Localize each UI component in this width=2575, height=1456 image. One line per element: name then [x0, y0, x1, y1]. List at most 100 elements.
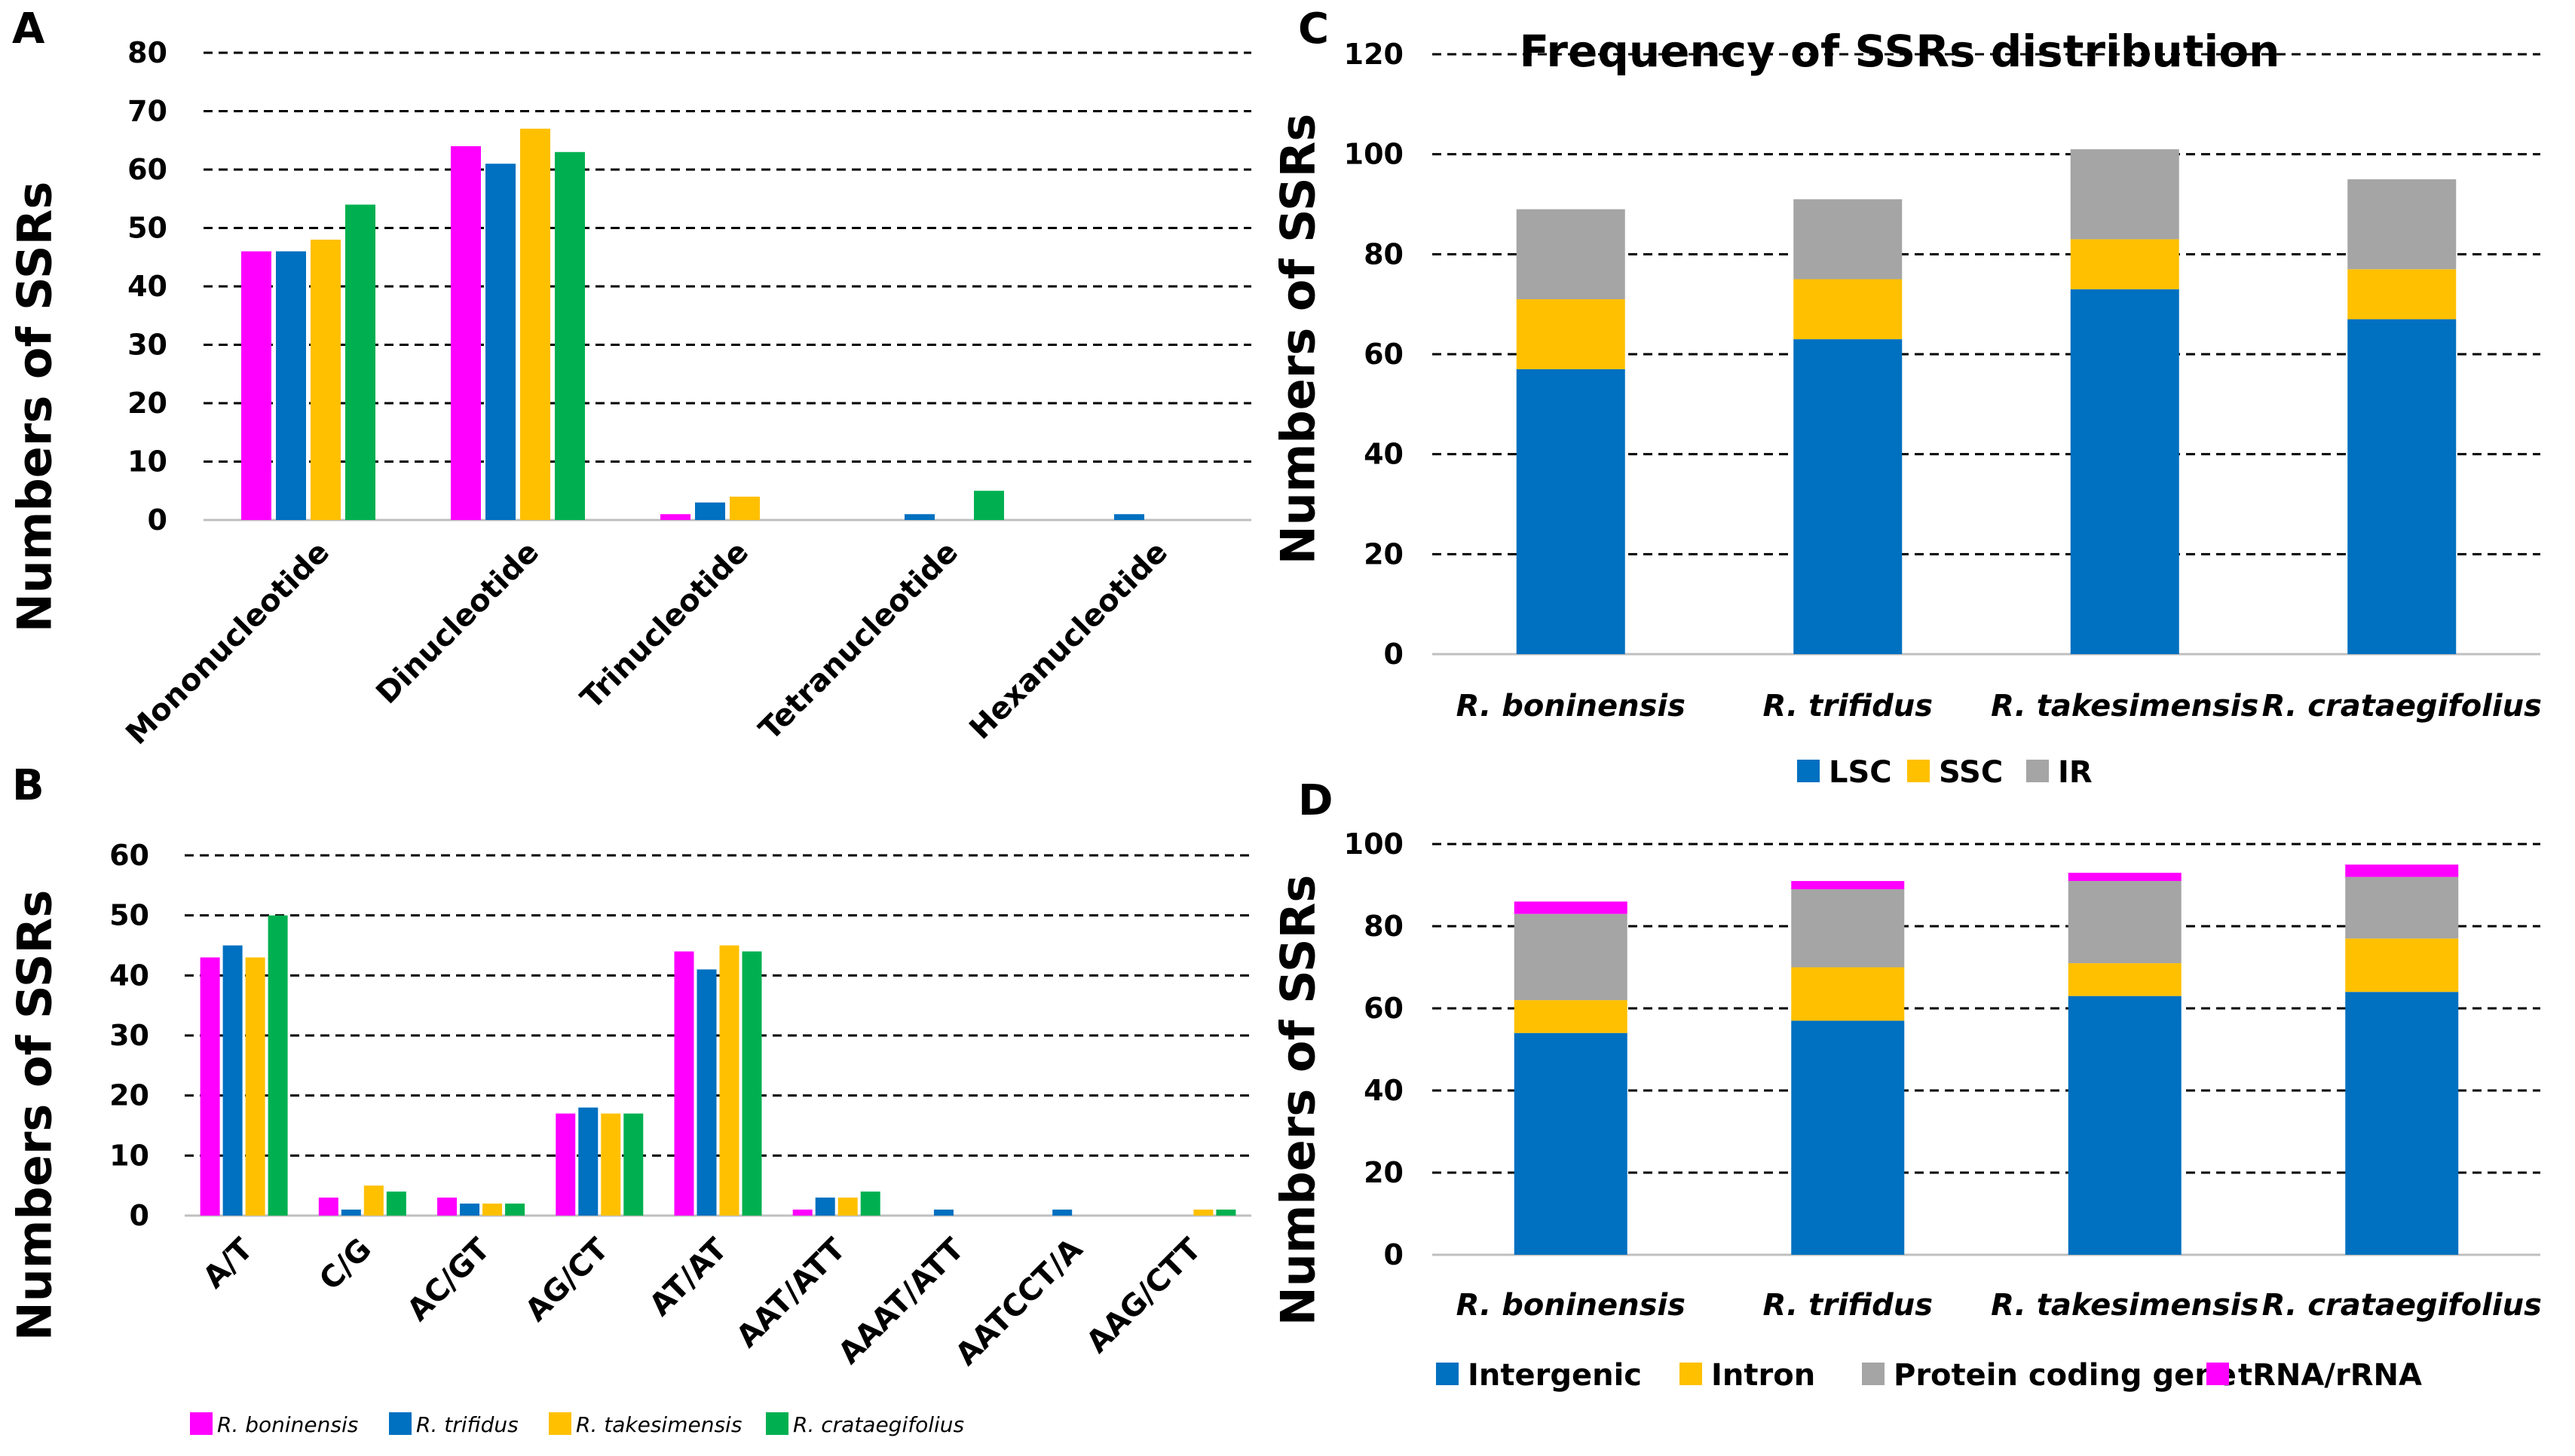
chart-a-y-tick: 20: [127, 387, 167, 420]
chart-b-bar-r-trifidus: [1052, 1210, 1073, 1216]
chart-c-bar-ssc: [2347, 269, 2457, 320]
chart-c-legend-label: LSC: [1829, 755, 1892, 790]
chart-d-legend-swatch: [1436, 1363, 1459, 1385]
chart-a-bar-r-boninensis: [660, 514, 690, 520]
chart-b-bar-r-takesimensis: [245, 957, 265, 1216]
chart-c-y-tick: 40: [1364, 438, 1404, 471]
chart-c-title: Frequency of SSRs distribution: [1520, 26, 2280, 77]
chart-d-category-label: R. crataegifolius: [2262, 1288, 2542, 1323]
chart-c-bar-ir: [1793, 199, 1903, 280]
chart-c-bar-ssc: [1793, 279, 1903, 340]
chart-b-bar-r-trifidus: [697, 969, 717, 1216]
chart-a-bar-r-takesimensis: [520, 128, 550, 520]
chart-c-y-tick: 100: [1344, 138, 1404, 171]
chart-b-bar-r-crataegifolius: [860, 1191, 880, 1216]
chart-b-bar-r-boninensis: [200, 957, 220, 1216]
chart-b-bar-r-takesimensis: [837, 1198, 858, 1216]
chart-c-y-tick: 0: [1384, 638, 1404, 671]
chart-b-bar-r-boninensis: [792, 1210, 813, 1216]
chart-c-bar-lsc: [1793, 339, 1903, 654]
chart-d-bar-intergenic: [2068, 996, 2182, 1255]
chart-a-y-tick: 30: [127, 329, 167, 362]
chart-b-bar-r-crataegifolius: [268, 915, 288, 1216]
chart-d-bar-intergenic: [1791, 1020, 1905, 1255]
chart-d-y-tick: 60: [1364, 992, 1404, 1025]
chart-a-category-label: Trinucleotide: [574, 535, 755, 716]
chart-b-y-tick: 30: [109, 1019, 149, 1052]
chart-c-category-label: R. trifidus: [1762, 689, 1933, 723]
chart-b-y-tick: 40: [109, 959, 149, 992]
chart-c-category-label: R. takesimensis: [1991, 689, 2258, 723]
chart-c-bar-lsc: [2070, 289, 2179, 654]
chart-a-bar-r-boninensis: [451, 146, 481, 520]
chart-a-bar-r-trifidus: [1114, 514, 1144, 520]
chart-a-bar-r-trifidus: [905, 514, 935, 520]
chart-d-legend-label: Protein coding gene: [1894, 1358, 2237, 1393]
chart-d-category-label: R. takesimensis: [1991, 1288, 2258, 1323]
chart-d-bar-trna-rrna: [1791, 881, 1905, 889]
chart-b-bar-r-crataegifolius: [505, 1204, 525, 1216]
panel-letter-d: D: [1298, 776, 1333, 825]
chart-b-bar-r-trifidus: [460, 1204, 480, 1216]
chart-d-bar-protein-coding-gene: [1514, 913, 1627, 1001]
panel-letter-b: B: [12, 761, 44, 810]
chart-c-legend-label: IR: [2058, 755, 2093, 790]
chart-b-y-tick: 20: [109, 1079, 149, 1112]
chart-d-y-tick: 40: [1364, 1074, 1404, 1107]
chart-c-bar-ssc: [2070, 239, 2179, 289]
chart-d-bar-intergenic: [2345, 992, 2459, 1255]
chart-b-bar-r-crataegifolius: [742, 951, 762, 1216]
chart-a-bar-r-takesimensis: [730, 497, 760, 520]
chart-a-y-tick: 60: [127, 153, 167, 186]
chart-c-legend-swatch: [1797, 760, 1820, 782]
chart-d-y-tick: 20: [1364, 1156, 1404, 1189]
chart-a-category-label: Hexanucleotide: [963, 535, 1174, 747]
chart-d-legend-swatch: [2206, 1363, 2229, 1385]
chart-b-y-tick: 60: [109, 839, 149, 872]
chart-b-bar-r-boninensis: [318, 1198, 338, 1216]
chart-d-bar-intron: [1791, 967, 1905, 1021]
chart-a-y-tick: 50: [127, 212, 167, 245]
chart-a-bar-r-crataegifolius: [974, 491, 1004, 520]
chart-d-y-tick: 0: [1384, 1238, 1404, 1271]
chart-b-legend-swatch: [389, 1412, 412, 1435]
chart-d-y-tick: 80: [1364, 910, 1404, 943]
chart-d-legend-label: Intron: [1711, 1358, 1815, 1393]
chart-a-bar-r-takesimensis: [311, 240, 341, 520]
chart-d-legend-swatch: [1679, 1363, 1702, 1385]
chart-b-y-tick: 10: [109, 1139, 149, 1172]
chart-d-bar-intergenic: [1514, 1032, 1627, 1255]
chart-b-legend-label: R. crataegifolius: [793, 1412, 964, 1437]
chart-b-legend-swatch: [766, 1412, 788, 1435]
chart-b-bar-r-trifidus: [222, 945, 243, 1216]
chart-b-bar-r-crataegifolius: [623, 1113, 644, 1216]
chart-d-legend-swatch: [1862, 1363, 1885, 1385]
chart-a-category-label: Tetranucleotide: [752, 535, 965, 748]
chart-b-bar-r-crataegifolius: [386, 1191, 406, 1216]
chart-a-y-tick: 10: [127, 445, 167, 479]
chart-b-category-label: AG/CT: [519, 1231, 616, 1329]
chart-c-y-tick: 120: [1344, 38, 1404, 71]
chart-a-bar-r-trifidus: [695, 502, 725, 520]
chart-d-bar-intron: [2068, 963, 2182, 996]
chart-b-category-label: A/T: [197, 1231, 261, 1295]
chart-b-legend-label: R. boninensis: [217, 1412, 358, 1437]
panel-letter-c: C: [1298, 5, 1330, 54]
chart-b-legend-label: R. trifidus: [416, 1412, 519, 1437]
chart-b-bar-r-takesimensis: [363, 1185, 384, 1216]
chart-a-bar-r-boninensis: [241, 251, 271, 520]
chart-c-legend-label: SSC: [1939, 755, 2003, 790]
chart-b-y-tick: 50: [109, 899, 149, 932]
panel-letter-a: A: [12, 5, 45, 54]
chart-b-category-label: C/G: [313, 1232, 378, 1298]
chart-c-y-tick: 60: [1364, 338, 1404, 371]
chart-c-bar-ir: [2347, 179, 2457, 270]
chart-d-category-label: R. boninensis: [1456, 1288, 1686, 1323]
chart-b-bar-r-takesimensis: [719, 945, 739, 1216]
chart-a-y-tick: 0: [148, 503, 167, 537]
chart-a-bar-r-trifidus: [276, 251, 306, 520]
chart-b-bar-r-trifidus: [578, 1107, 599, 1216]
chart-c-category-label: R. crataegifolius: [2262, 689, 2542, 723]
chart-d-bar-trna-rrna: [1514, 901, 1627, 914]
chart-c-y-tick: 20: [1364, 537, 1404, 570]
